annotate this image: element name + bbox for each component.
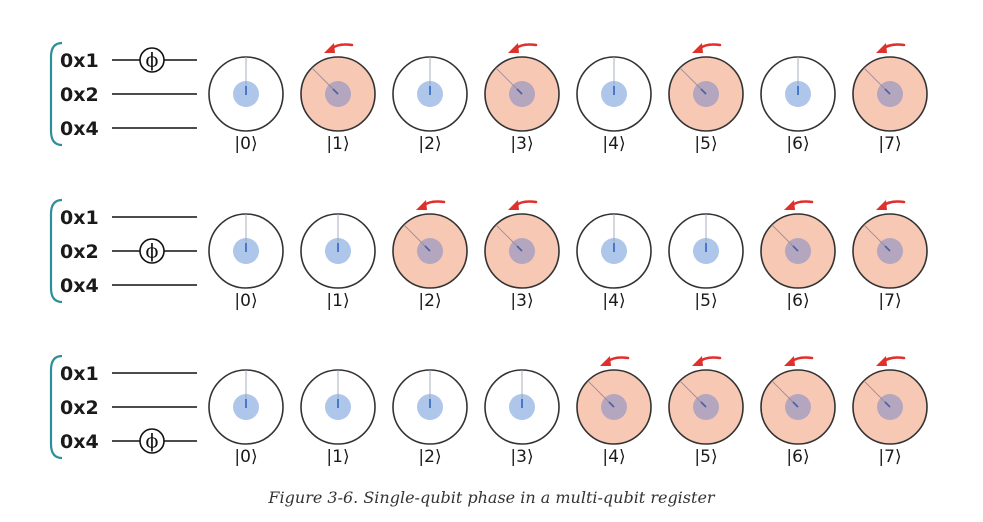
basis-state-label: |1⟩ xyxy=(326,291,349,311)
state-circle: |6⟩ xyxy=(760,56,836,154)
state-circle: |5⟩ xyxy=(668,213,744,311)
state-circle: |5⟩ xyxy=(668,356,744,467)
rotation-arrowhead-icon xyxy=(508,200,519,210)
phase-needle xyxy=(516,88,523,95)
register-brace xyxy=(49,41,63,147)
basis-state-label: |5⟩ xyxy=(694,134,717,154)
register-brace xyxy=(49,354,63,460)
state-circle: |1⟩ xyxy=(300,43,376,154)
rotation-arrowhead-icon xyxy=(692,43,703,53)
basis-state-label: |3⟩ xyxy=(510,291,533,311)
state-circle: |7⟩ xyxy=(852,200,928,311)
qubit-label: 0x2 xyxy=(60,241,99,263)
state-circle: |5⟩ xyxy=(668,43,744,154)
state-circle: |2⟩ xyxy=(392,56,468,154)
phase-gate-icon xyxy=(139,238,165,264)
state-circle: |3⟩ xyxy=(484,369,560,467)
basis-state-label: |2⟩ xyxy=(418,447,441,467)
rotation-arrowhead-icon xyxy=(784,356,795,366)
phase-needle xyxy=(700,401,707,408)
state-circle: |0⟩ xyxy=(208,369,284,467)
rotation-arrowhead-icon xyxy=(692,356,703,366)
basis-state-label: |3⟩ xyxy=(510,447,533,467)
basis-state-label: |4⟩ xyxy=(602,447,625,467)
basis-state-label: |0⟩ xyxy=(234,134,257,154)
qubit-label: 0x1 xyxy=(60,363,99,385)
basis-state-label: |4⟩ xyxy=(602,134,625,154)
rotation-arrowhead-icon xyxy=(784,200,795,210)
rotation-arrowhead-icon xyxy=(600,356,611,366)
state-circle: |1⟩ xyxy=(300,369,376,467)
state-circle: |7⟩ xyxy=(852,356,928,467)
state-circle: |6⟩ xyxy=(760,200,836,311)
phase-needle xyxy=(884,88,891,95)
register-row: 0x1 ϕ 0x2 0x4 |0⟩ |1⟩ |2⟩ |3⟩ |4⟩ |5⟩ |6⟩ |7⟩ xyxy=(49,41,928,154)
register-row: 0x1 0x2 0x4 ϕ |0⟩ |1⟩ |2⟩ |3⟩ |4⟩ |5⟩ |6⟩ |7⟩ xyxy=(49,354,928,467)
basis-state-label: |7⟩ xyxy=(878,134,901,154)
phase-gate-symbol: ϕ xyxy=(146,431,159,453)
state-circle: |4⟩ xyxy=(576,213,652,311)
phase-needle xyxy=(424,245,431,252)
phase-needle xyxy=(792,401,799,408)
basis-state-label: |6⟩ xyxy=(786,447,809,467)
state-circle: |0⟩ xyxy=(208,56,284,154)
rotation-arrowhead-icon xyxy=(508,43,519,53)
basis-state-label: |6⟩ xyxy=(786,134,809,154)
rotation-arrowhead-icon xyxy=(876,43,887,53)
qubit-label: 0x2 xyxy=(60,84,99,106)
qubit-label: 0x4 xyxy=(60,431,99,453)
phase-needle xyxy=(332,88,339,95)
phase-needle xyxy=(700,88,707,95)
rotation-arrowhead-icon xyxy=(876,200,887,210)
phase-gate-symbol: ϕ xyxy=(146,50,159,72)
state-circle: |1⟩ xyxy=(300,213,376,311)
basis-state-label: |5⟩ xyxy=(694,291,717,311)
phase-needle xyxy=(608,401,615,408)
basis-state-label: |4⟩ xyxy=(602,291,625,311)
register-brace xyxy=(49,198,63,304)
state-circle: |3⟩ xyxy=(484,200,560,311)
basis-state-label: |0⟩ xyxy=(234,291,257,311)
phase-needle xyxy=(884,245,891,252)
qubit-label: 0x1 xyxy=(60,50,99,72)
basis-state-label: |1⟩ xyxy=(326,447,349,467)
phase-needle xyxy=(516,245,523,252)
state-circle: |4⟩ xyxy=(576,356,652,467)
qubit-label: 0x1 xyxy=(60,207,99,229)
basis-state-label: |2⟩ xyxy=(418,134,441,154)
phase-gate-symbol: ϕ xyxy=(146,241,159,263)
state-circle: |0⟩ xyxy=(208,213,284,311)
state-circle: |2⟩ xyxy=(392,369,468,467)
basis-state-label: |3⟩ xyxy=(510,134,533,154)
basis-state-label: |7⟩ xyxy=(878,291,901,311)
rotation-arrowhead-icon xyxy=(876,356,887,366)
state-circle: |3⟩ xyxy=(484,43,560,154)
basis-state-label: |0⟩ xyxy=(234,447,257,467)
state-circle: |4⟩ xyxy=(576,56,652,154)
phase-needle xyxy=(792,245,799,252)
qubit-label: 0x2 xyxy=(60,397,99,419)
figure-caption: Figure 3-6. Single-qubit phase in a mult… xyxy=(268,488,715,507)
register-row: 0x1 0x2 ϕ 0x4 |0⟩ |1⟩ |2⟩ |3⟩ |4⟩ |5⟩ |6⟩ |7⟩ xyxy=(49,198,928,311)
phase-needle xyxy=(884,401,891,408)
state-circle: |2⟩ xyxy=(392,200,468,311)
phase-gate-icon xyxy=(139,47,165,73)
basis-state-label: |1⟩ xyxy=(326,134,349,154)
basis-state-label: |5⟩ xyxy=(694,447,717,467)
rotation-arrowhead-icon xyxy=(324,43,335,53)
basis-state-label: |7⟩ xyxy=(878,447,901,467)
state-circle: |7⟩ xyxy=(852,43,928,154)
state-circle: |6⟩ xyxy=(760,356,836,467)
phase-gate-icon xyxy=(139,428,165,454)
qubit-label: 0x4 xyxy=(60,275,99,297)
rotation-arrowhead-icon xyxy=(416,200,427,210)
basis-state-label: |6⟩ xyxy=(786,291,809,311)
basis-state-label: |2⟩ xyxy=(418,291,441,311)
qubit-label: 0x4 xyxy=(60,118,99,140)
